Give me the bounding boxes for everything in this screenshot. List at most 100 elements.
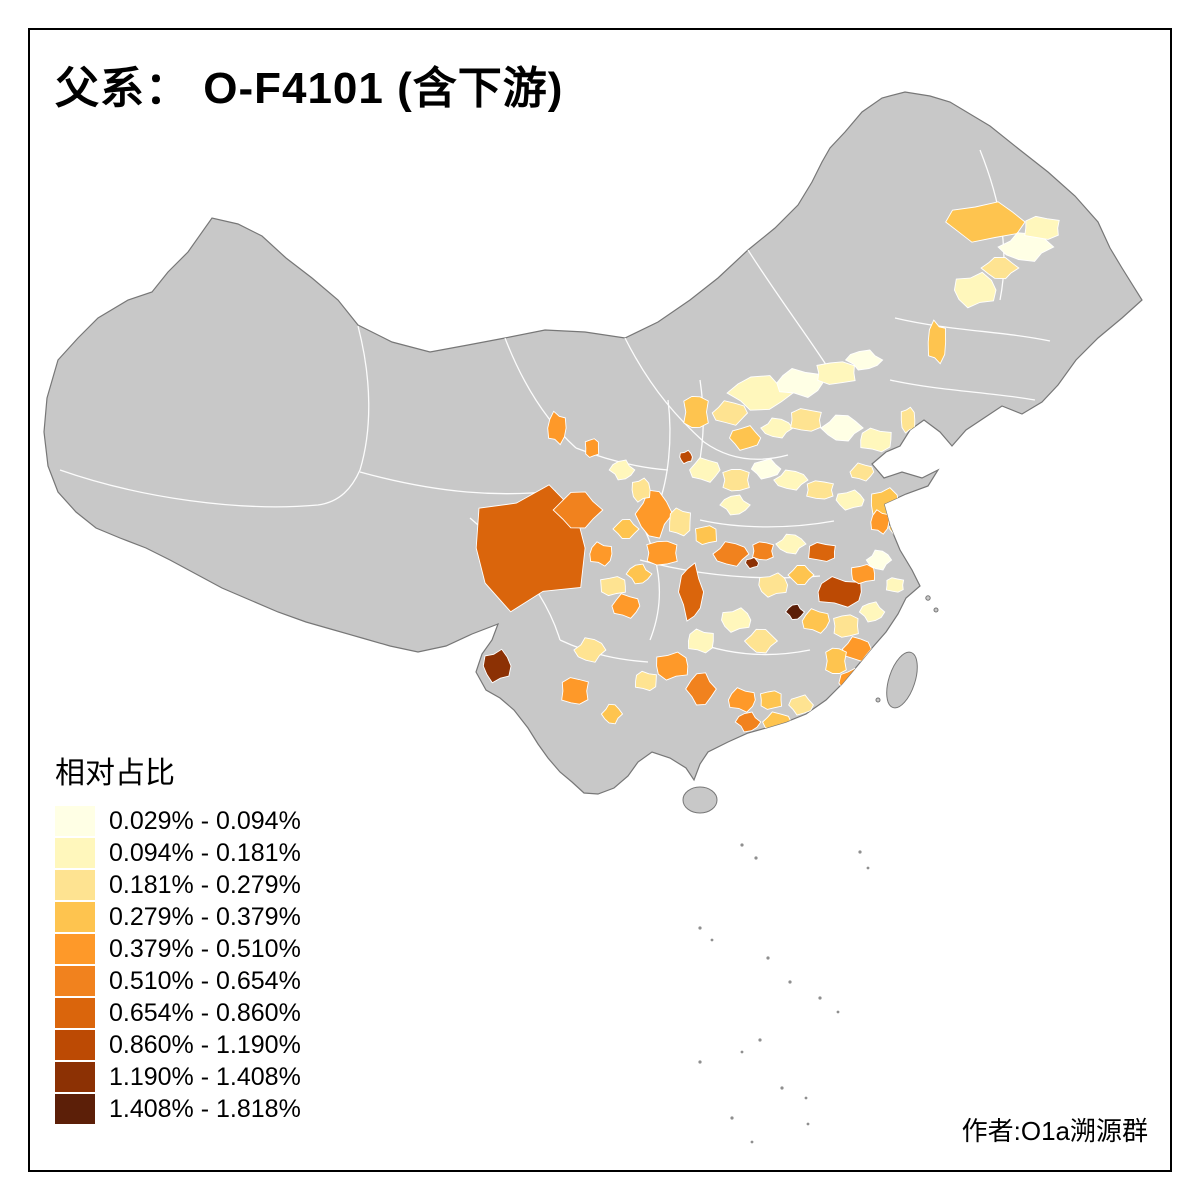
map-region [625,563,653,585]
legend-label: 0.379% - 0.510% [109,934,301,963]
map-region [734,711,762,733]
map-region [900,406,916,434]
legend-item: 0.860% - 1.190% [55,1030,301,1060]
map-region [776,368,824,398]
map-region [631,477,651,503]
map-region [589,541,613,567]
map-region [817,576,862,608]
map-region [763,729,773,737]
legend-swatch [55,1030,95,1060]
map-region [561,677,589,705]
legend-swatch [55,1094,95,1124]
legend-item: 0.094% - 0.181% [55,838,301,868]
map-region [689,457,721,483]
map-region [760,417,794,439]
legend-swatch [55,966,95,996]
legend-label: 1.190% - 1.408% [109,1062,301,1091]
map-region [584,438,600,458]
map-region [858,601,886,623]
map-region [634,489,674,539]
legend-swatch [55,998,95,1028]
legend-label: 0.860% - 1.190% [109,1030,301,1059]
legend-label: 1.408% - 1.818% [109,1094,301,1123]
map-region [860,427,892,453]
map-region [784,603,806,621]
map-region [722,468,750,492]
map-region [885,577,905,593]
map-region [656,651,689,681]
map-region [719,494,751,516]
map-region [721,607,752,633]
map-region [835,489,865,511]
map-region [865,549,893,571]
map-region [683,395,709,428]
map-region [870,509,890,535]
legend-item: 0.029% - 0.094% [55,806,301,836]
map-region [611,593,641,619]
legend-swatch [55,1062,95,1092]
legend-item: 1.190% - 1.408% [55,1062,301,1092]
taiwan-island [886,651,918,709]
legend-swatch [55,838,95,868]
legend-label: 0.029% - 0.094% [109,806,301,835]
legend-label: 0.181% - 0.279% [109,870,301,899]
map-region [844,349,884,371]
islands [682,595,939,814]
map-region [600,576,626,597]
map-region [790,408,822,432]
map-region [758,572,789,598]
map-region [980,256,1020,280]
legend-swatch [55,870,95,900]
map-region [801,608,830,634]
map-region [752,541,775,561]
legend-swatch [55,934,95,964]
map-region [646,540,678,566]
south-china-sea-islets [698,843,870,1144]
map-region [750,458,782,480]
map-region [669,507,691,537]
legend-rows: 0.029% - 0.094% 0.094% - 0.181% 0.181% - 0… [55,806,301,1124]
map-region [711,400,749,426]
map-region [820,414,864,442]
map-region [816,361,856,385]
map-region [608,459,636,481]
map-title: 父系： O-F4101 (含下游) [55,64,564,113]
map-region [775,533,807,555]
map-region [712,541,750,567]
legend-item: 0.654% - 0.860% [55,998,301,1028]
map-region [808,542,836,562]
map-region [727,687,756,713]
map-region [945,201,1026,243]
map-region [849,462,875,482]
legend-label: 0.279% - 0.379% [109,902,301,931]
map-region [806,480,834,500]
map-region [760,690,782,710]
map-region [728,425,762,451]
legend-swatch [55,902,95,932]
map-region [833,614,859,638]
legend-item: 0.510% - 0.654% [55,966,301,996]
legend-item: 1.408% - 1.818% [55,1094,301,1124]
map-region [773,469,809,491]
map-region [953,271,997,309]
map-region [825,647,847,674]
hainan-island [682,786,718,814]
legend-item: 0.279% - 0.379% [55,902,301,932]
legend-title: 相对占比 [55,757,175,790]
legend-swatch [55,806,95,836]
map-region [678,562,705,622]
map-region [1024,215,1060,240]
map-region [726,375,794,411]
legend: 相对占比 0.029% - 0.094% 0.094% - 0.181% 0.181… [55,748,301,1126]
map-region [685,672,717,706]
map-region [679,449,693,465]
map-region [687,628,714,654]
map-region [927,319,947,365]
map-region [635,670,657,692]
map-region [787,565,815,586]
legend-label: 0.094% - 0.181% [109,838,301,867]
map-region [743,628,779,654]
map-region [547,410,567,446]
map-region [851,564,876,585]
map-region [788,694,814,716]
